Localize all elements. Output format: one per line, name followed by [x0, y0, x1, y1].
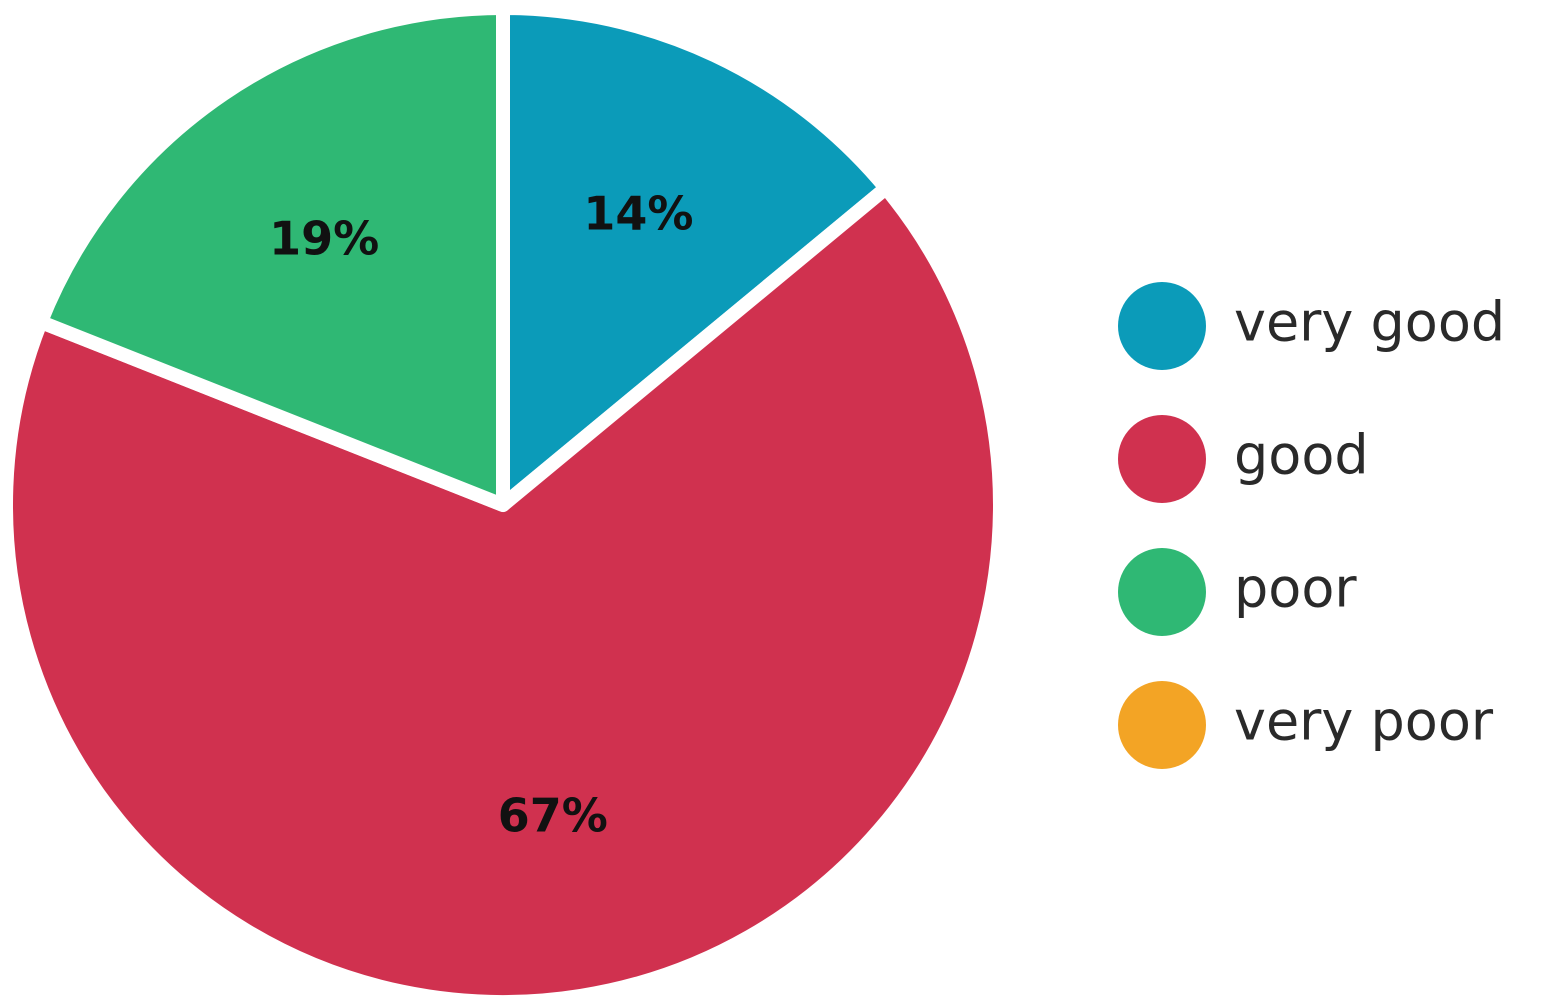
legend-item-very-good: very good [1118, 282, 1505, 370]
slice-value-label-good: 67% [498, 789, 608, 843]
legend: very good good poor very poor [1118, 282, 1505, 769]
legend-swatch-poor [1118, 548, 1206, 636]
legend-swatch-very-good [1118, 282, 1206, 370]
legend-label-very-good: very good [1234, 291, 1505, 354]
legend-item-good: good [1118, 415, 1369, 503]
legend-label-poor: poor [1234, 557, 1357, 620]
legend-label-very-poor: very poor [1234, 690, 1494, 753]
slice-value-label-very-good: 14% [583, 187, 693, 241]
pie-slice-very-good [496, 1, 893, 512]
legend-label-good: good [1234, 424, 1369, 487]
legend-swatch-very-poor [1118, 681, 1206, 769]
slice-value-label-poor: 19% [269, 211, 379, 265]
legend-item-very-poor: very poor [1118, 681, 1494, 769]
legend-item-poor: poor [1118, 548, 1357, 636]
pie-slices [0, 1, 1007, 1003]
legend-swatch-good [1118, 415, 1206, 503]
pie-value-labels: 14% 67% 19% [269, 187, 693, 843]
pie-slice-poor [33, 1, 510, 512]
pie-slice-good [0, 181, 1007, 1003]
